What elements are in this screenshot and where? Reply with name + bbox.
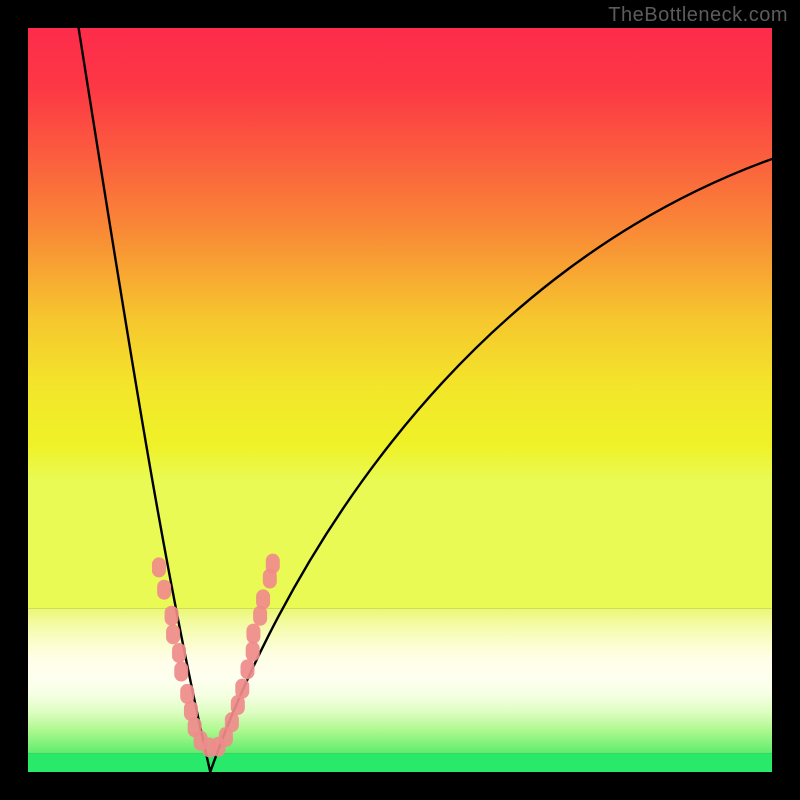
gradient-white-band bbox=[28, 608, 772, 753]
scatter-marker bbox=[152, 557, 166, 577]
scatter-marker bbox=[165, 606, 179, 626]
gradient-main bbox=[28, 28, 772, 608]
scatter-marker bbox=[225, 712, 239, 732]
scatter-marker bbox=[266, 554, 280, 574]
scatter-marker bbox=[240, 659, 254, 679]
bottleneck-chart bbox=[0, 0, 800, 800]
scatter-marker bbox=[246, 624, 260, 644]
watermark-text: TheBottleneck.com bbox=[608, 4, 788, 27]
scatter-marker bbox=[174, 662, 188, 682]
scatter-marker bbox=[166, 624, 180, 644]
chart-stage: TheBottleneck.com bbox=[0, 0, 800, 800]
scatter-marker bbox=[256, 589, 270, 609]
scatter-marker bbox=[180, 684, 194, 704]
scatter-marker bbox=[157, 580, 171, 600]
plot-area bbox=[28, 28, 772, 772]
gradient-base-green bbox=[28, 753, 772, 772]
scatter-marker bbox=[235, 679, 249, 699]
scatter-marker bbox=[172, 643, 186, 663]
scatter-marker bbox=[246, 641, 260, 661]
